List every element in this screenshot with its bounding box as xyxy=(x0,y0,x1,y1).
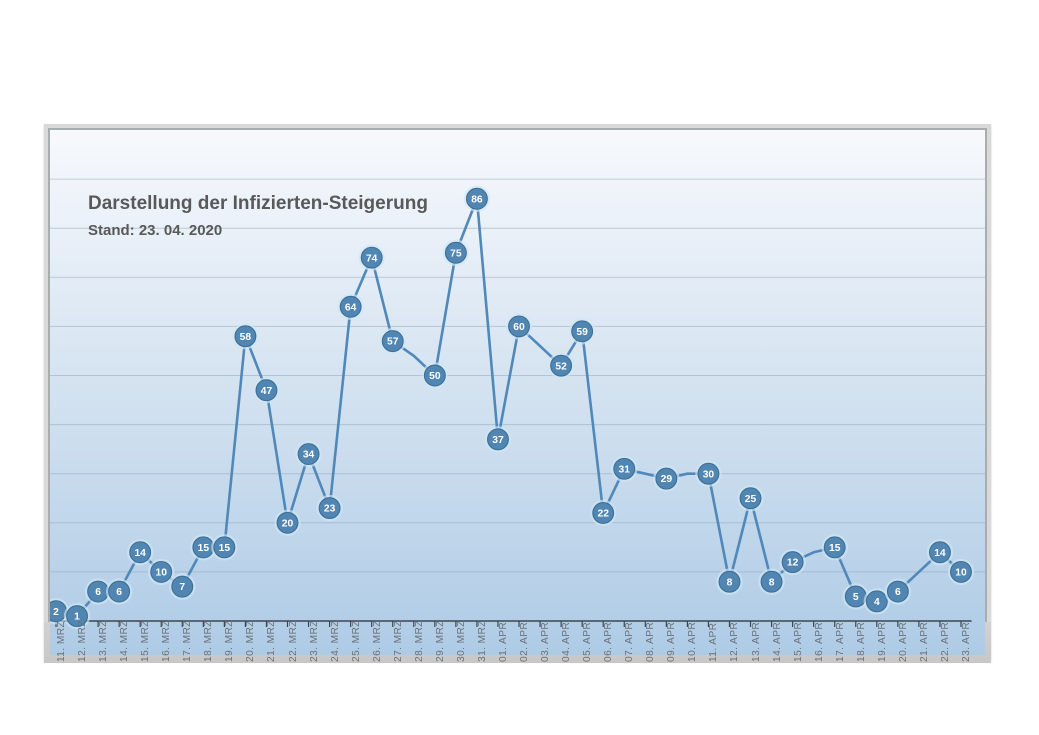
svg-text:60: 60 xyxy=(513,322,525,333)
svg-text:22: 22 xyxy=(597,509,609,520)
svg-text:52: 52 xyxy=(555,361,567,372)
svg-text:58: 58 xyxy=(240,332,252,343)
svg-text:14: 14 xyxy=(934,548,946,559)
svg-text:25: 25 xyxy=(745,494,757,505)
svg-text:8: 8 xyxy=(727,577,733,588)
svg-text:5: 5 xyxy=(853,592,859,603)
svg-text:59: 59 xyxy=(576,327,588,338)
svg-text:7: 7 xyxy=(179,582,185,593)
svg-text:57: 57 xyxy=(387,337,399,348)
svg-text:6: 6 xyxy=(116,587,122,598)
svg-text:47: 47 xyxy=(261,386,273,397)
svg-text:74: 74 xyxy=(366,253,378,264)
svg-text:23: 23 xyxy=(324,504,336,515)
svg-text:10: 10 xyxy=(155,568,167,579)
svg-text:12: 12 xyxy=(787,558,799,569)
svg-text:8: 8 xyxy=(769,577,775,588)
svg-text:15: 15 xyxy=(829,543,841,554)
svg-text:86: 86 xyxy=(471,194,483,205)
svg-text:34: 34 xyxy=(303,450,315,461)
svg-text:20: 20 xyxy=(282,518,294,529)
svg-text:31: 31 xyxy=(619,464,631,475)
svg-text:6: 6 xyxy=(895,587,901,598)
svg-text:14: 14 xyxy=(134,548,146,559)
svg-text:10: 10 xyxy=(955,568,967,579)
svg-text:37: 37 xyxy=(492,435,504,446)
svg-text:50: 50 xyxy=(429,371,441,382)
svg-text:30: 30 xyxy=(703,469,715,480)
svg-text:75: 75 xyxy=(450,248,462,259)
svg-text:29: 29 xyxy=(661,474,673,485)
svg-text:4: 4 xyxy=(874,597,880,608)
svg-text:15: 15 xyxy=(219,543,231,554)
svg-text:64: 64 xyxy=(345,302,357,313)
svg-text:2: 2 xyxy=(53,607,59,618)
svg-text:6: 6 xyxy=(95,587,101,598)
svg-text:15: 15 xyxy=(198,543,210,554)
